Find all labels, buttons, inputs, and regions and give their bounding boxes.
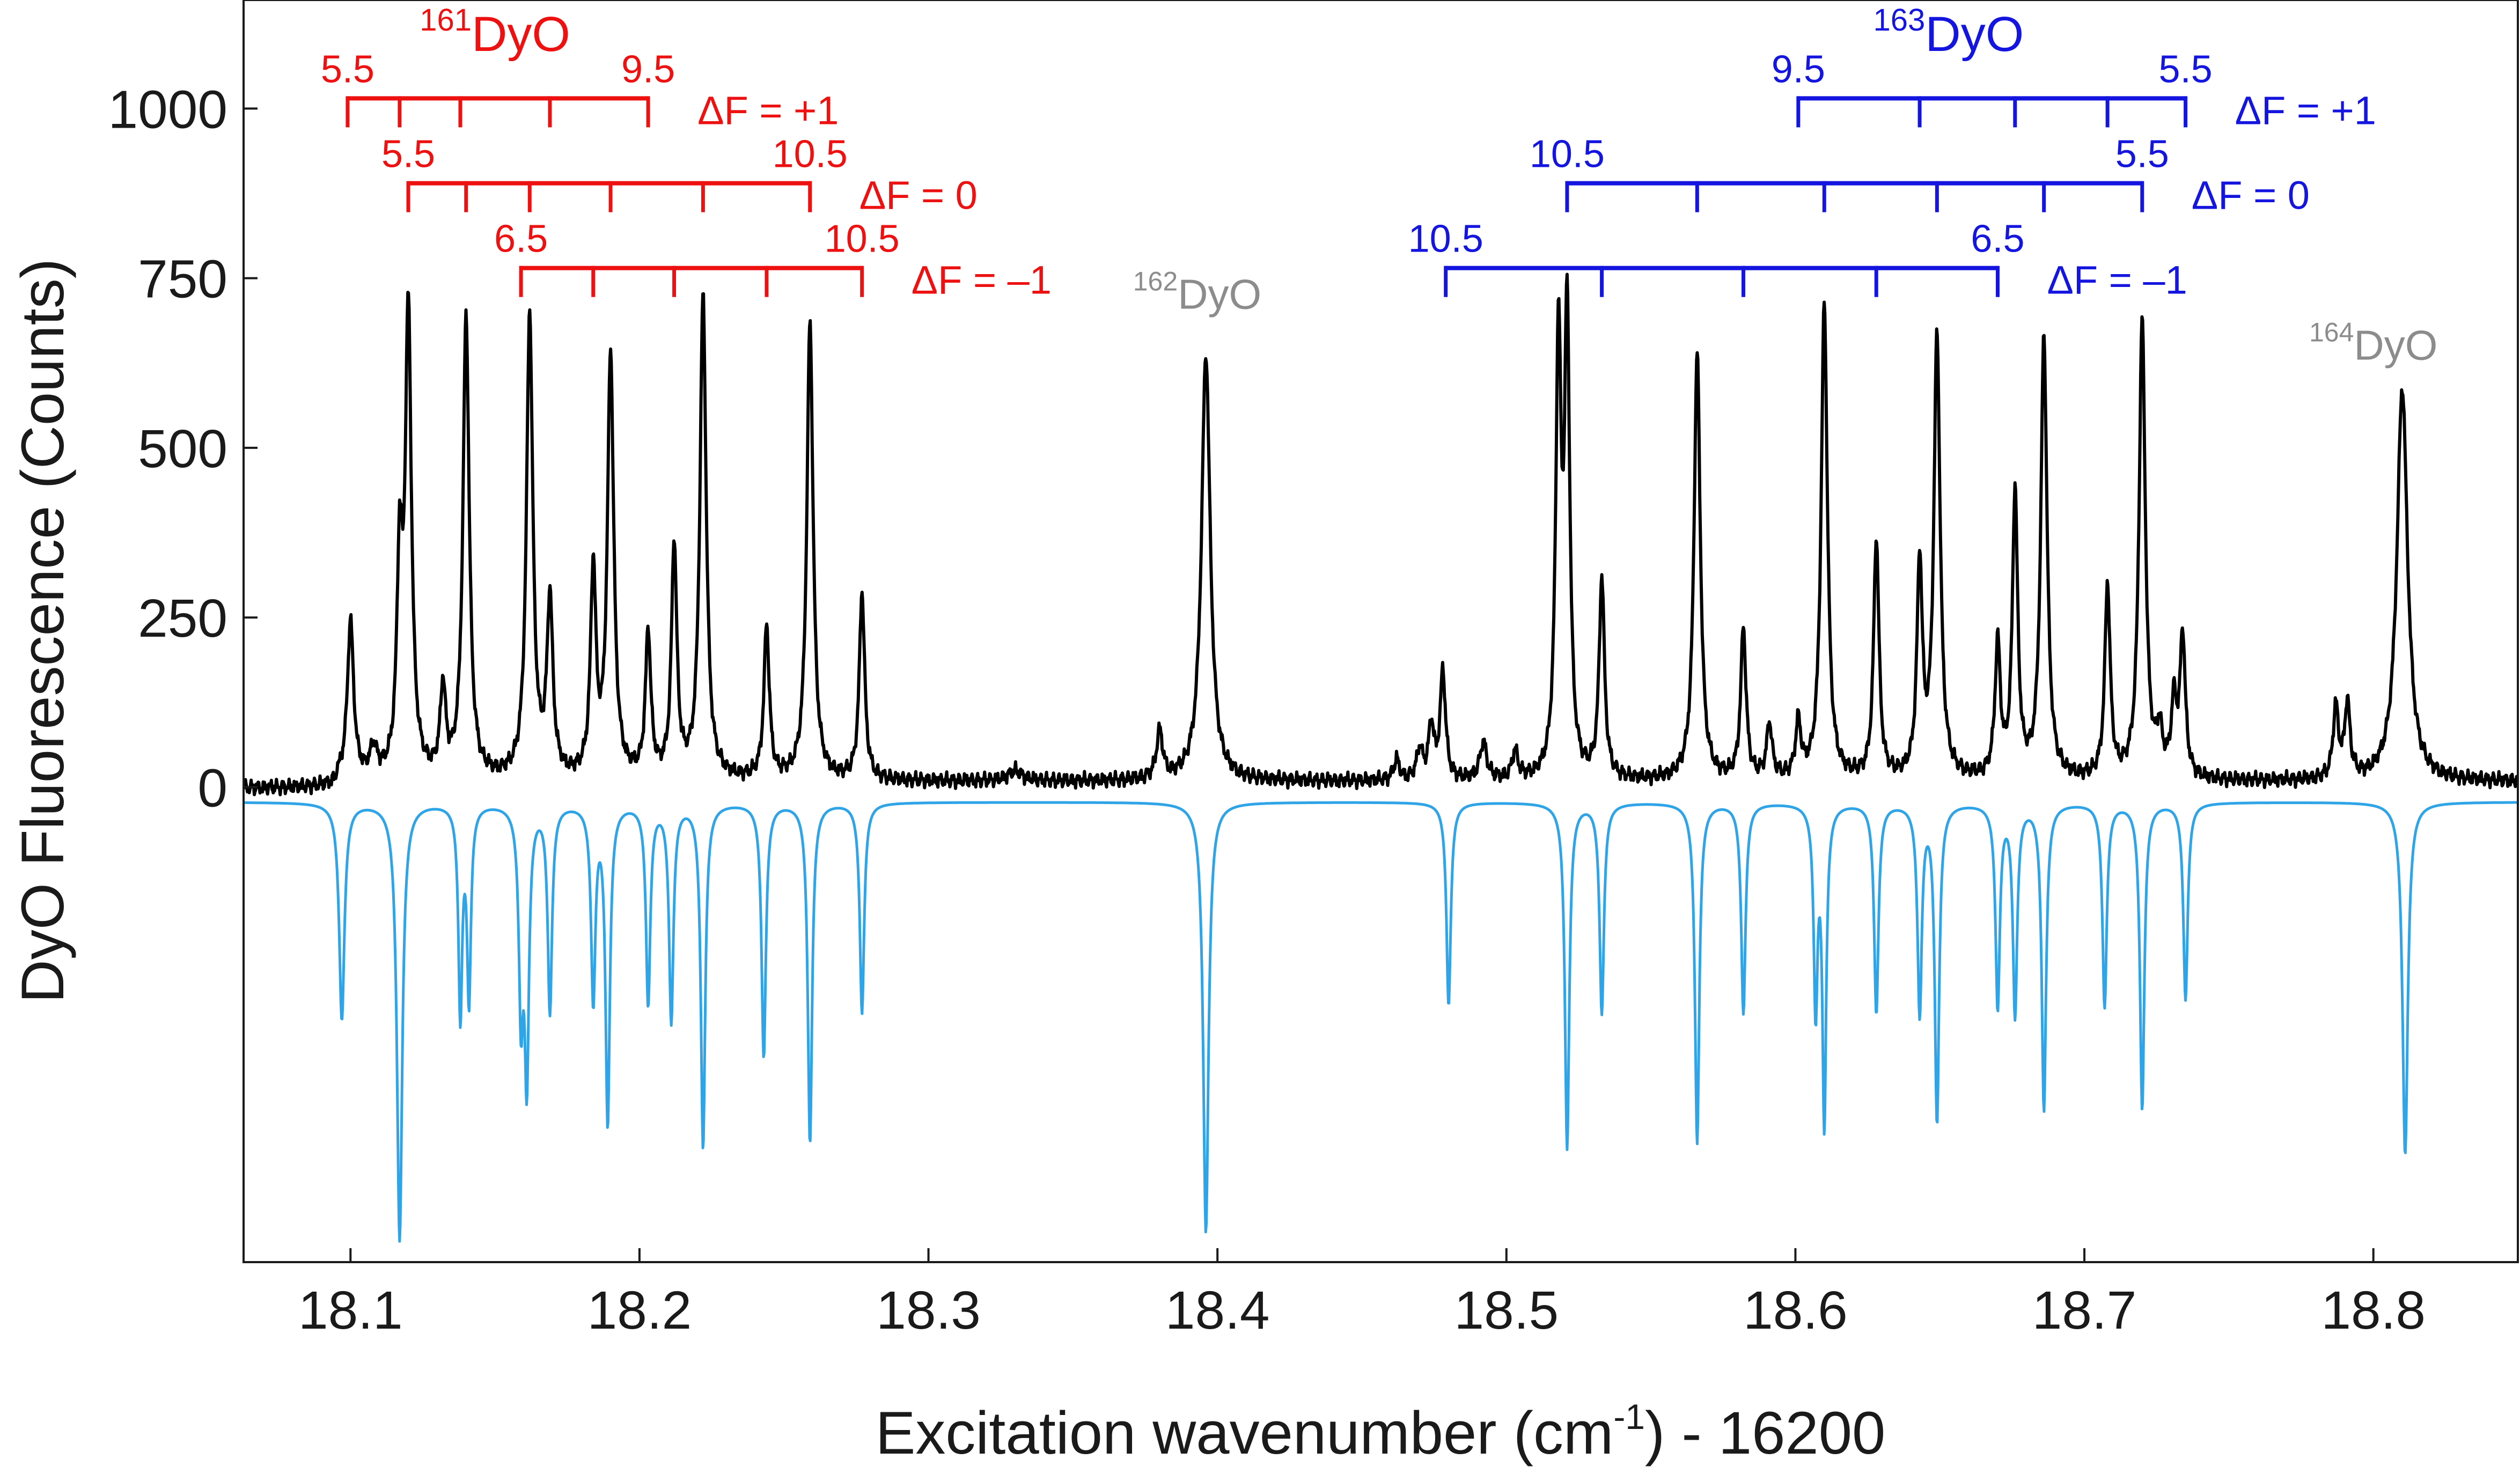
- isotope-title: 163DyO: [1874, 3, 2024, 62]
- y-tick-label: 500: [138, 419, 227, 479]
- ladder-right-label: 10.5: [825, 218, 900, 261]
- ladder-right-label: 5.5: [2115, 133, 2169, 176]
- x-tick-label: 18.3: [876, 1280, 981, 1340]
- x-tick-label: 18.5: [1454, 1280, 1559, 1340]
- ladder-right-label: 10.5: [773, 133, 848, 176]
- isotope-162-label: 162DyO: [1133, 267, 1261, 318]
- isotope-title: 161DyO: [420, 3, 570, 62]
- x-tick-label: 18.2: [587, 1280, 692, 1340]
- ladder-left-label: 10.5: [1408, 218, 1483, 261]
- isotope-164-label: 164DyO: [2309, 317, 2437, 368]
- x-axis: 18.1 18.2 18.3 18.4 18.5 18.6 18.7 18.8: [298, 1248, 2426, 1340]
- measured-spectrum-line: [244, 272, 2518, 797]
- y-tick-label: 0: [197, 758, 227, 818]
- ladder-right-label: 9.5: [621, 48, 675, 91]
- simulated-spectrum-line: [244, 801, 2518, 1243]
- plot-frame: [243, 0, 2519, 1263]
- delta-f-label: ΔF = –1: [912, 258, 1052, 303]
- ladder-left-label: 9.5: [1772, 48, 1825, 91]
- x-axis-title: Excitation wavenumber (cm-1) - 16200: [876, 1397, 1886, 1466]
- y-tick-label: 1000: [108, 79, 227, 139]
- x-tick-label: 18.1: [298, 1280, 403, 1340]
- y-axis: 0 250 500 750 1000: [108, 79, 258, 818]
- ladder-right-label: 6.5: [1971, 218, 2024, 261]
- ladder-left-label: 6.5: [494, 218, 548, 261]
- x-tick-label: 18.6: [1743, 1280, 1848, 1340]
- delta-f-label: ΔF = +1: [2235, 88, 2376, 132]
- delta-f-label: ΔF = +1: [697, 88, 839, 132]
- ladder-left-label: 5.5: [381, 133, 435, 176]
- ladder-left-label: 5.5: [321, 48, 374, 91]
- ladder-right-label: 5.5: [2159, 48, 2213, 91]
- delta-f-label: ΔF = 0: [859, 173, 978, 218]
- y-axis-title: DyO Fluorescence (Counts): [9, 259, 76, 1003]
- x-tick-label: 18.4: [1165, 1280, 1270, 1340]
- delta-f-label: ΔF = 0: [2192, 173, 2310, 218]
- y-tick-label: 250: [138, 588, 227, 648]
- x-tick-label: 18.8: [2321, 1280, 2426, 1340]
- isotope-163-annotations: 163DyO 9.5 5.5 ΔF = +1 10.5 5.5 ΔF = 0 10.5 6.5 Δ…: [1408, 3, 2376, 303]
- y-tick-label: 750: [138, 249, 227, 309]
- ladder-left-label: 10.5: [1530, 133, 1605, 176]
- x-tick-label: 18.7: [2032, 1280, 2137, 1340]
- delta-f-label: ΔF = –1: [2047, 258, 2187, 303]
